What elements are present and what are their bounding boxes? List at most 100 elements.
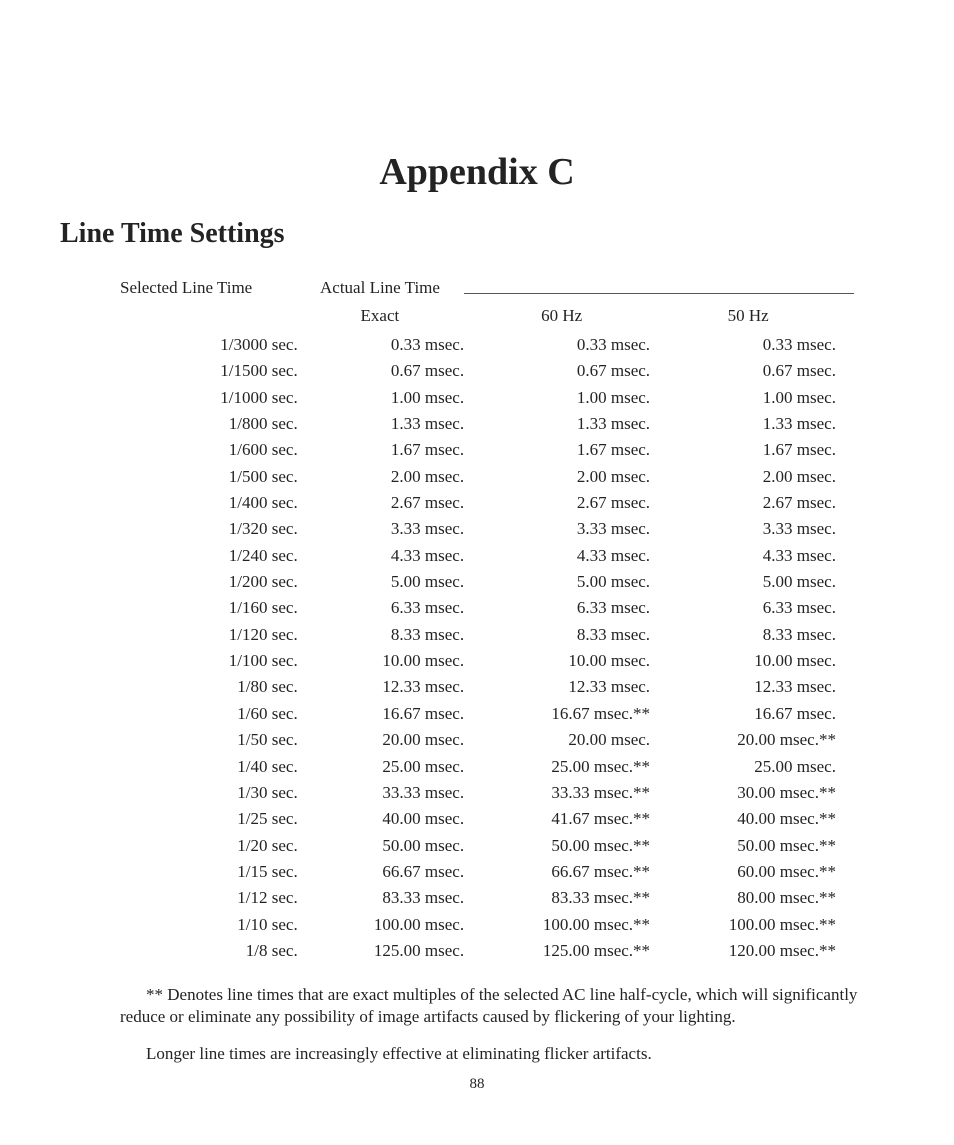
cell-50hz: 5.00 msec. <box>668 569 854 595</box>
cell-exact: 12.33 msec. <box>316 674 482 700</box>
cell-60hz: 33.33 msec.** <box>482 780 668 806</box>
cell-selected: 1/800 sec. <box>120 411 316 437</box>
table-row: 1/500 sec.2.00 msec.2.00 msec.2.00 msec. <box>120 464 854 490</box>
section-title: Line Time Settings <box>60 218 894 250</box>
cell-exact: 2.00 msec. <box>316 464 482 490</box>
cell-selected: 1/1000 sec. <box>120 385 316 411</box>
cell-60hz: 83.33 msec.** <box>482 885 668 911</box>
table-row: 1/600 sec.1.67 msec.1.67 msec.1.67 msec. <box>120 437 854 463</box>
cell-50hz: 0.33 msec. <box>668 332 854 358</box>
cell-60hz: 25.00 msec.** <box>482 754 668 780</box>
cell-exact: 83.33 msec. <box>316 885 482 911</box>
cell-60hz: 0.33 msec. <box>482 332 668 358</box>
cell-50hz: 20.00 msec.** <box>668 727 854 753</box>
cell-60hz: 2.67 msec. <box>482 490 668 516</box>
cell-exact: 2.67 msec. <box>316 490 482 516</box>
cell-60hz: 41.67 msec.** <box>482 806 668 832</box>
cell-60hz: 66.67 msec.** <box>482 859 668 885</box>
cell-selected: 1/400 sec. <box>120 490 316 516</box>
cell-exact: 3.33 msec. <box>316 516 482 542</box>
cell-exact: 10.00 msec. <box>316 648 482 674</box>
cell-selected: 1/600 sec. <box>120 437 316 463</box>
cell-selected: 1/1500 sec. <box>120 358 316 384</box>
table-row: 1/1500 sec.0.67 msec.0.67 msec.0.67 msec… <box>120 358 854 384</box>
cell-50hz: 120.00 msec.** <box>668 938 854 964</box>
cell-exact: 125.00 msec. <box>316 938 482 964</box>
cell-50hz: 1.00 msec. <box>668 385 854 411</box>
cell-50hz: 3.33 msec. <box>668 516 854 542</box>
cell-60hz: 50.00 msec.** <box>482 833 668 859</box>
cell-selected: 1/25 sec. <box>120 806 316 832</box>
table-subheader-row: Exact 60 Hz 50 Hz <box>120 306 854 326</box>
cell-60hz: 4.33 msec. <box>482 543 668 569</box>
cell-50hz: 40.00 msec.** <box>668 806 854 832</box>
cell-60hz: 1.67 msec. <box>482 437 668 463</box>
cell-exact: 50.00 msec. <box>316 833 482 859</box>
cell-exact: 5.00 msec. <box>316 569 482 595</box>
table-row: 1/3000 sec.0.33 msec.0.33 msec.0.33 msec… <box>120 332 854 358</box>
footnote-asterisk: ** Denotes line times that are exact mul… <box>60 984 894 1027</box>
cell-60hz: 1.33 msec. <box>482 411 668 437</box>
cell-selected: 1/12 sec. <box>120 885 316 911</box>
table-row: 1/80 sec.12.33 msec.12.33 msec.12.33 mse… <box>120 674 854 700</box>
cell-exact: 6.33 msec. <box>316 595 482 621</box>
table-row: 1/400 sec.2.67 msec.2.67 msec.2.67 msec. <box>120 490 854 516</box>
cell-selected: 1/50 sec. <box>120 727 316 753</box>
cell-selected: 1/500 sec. <box>120 464 316 490</box>
cell-60hz: 6.33 msec. <box>482 595 668 621</box>
table-row: 1/200 sec.5.00 msec.5.00 msec.5.00 msec. <box>120 569 854 595</box>
cell-exact: 33.33 msec. <box>316 780 482 806</box>
subheader-blank <box>120 306 315 326</box>
cell-selected: 1/160 sec. <box>120 595 316 621</box>
table-row: 1/8 sec.125.00 msec.125.00 msec.**120.00… <box>120 938 854 964</box>
table-row: 1/100 sec.10.00 msec.10.00 msec.10.00 ms… <box>120 648 854 674</box>
subheader-50hz: 50 Hz <box>668 306 854 326</box>
cell-50hz: 60.00 msec.** <box>668 859 854 885</box>
cell-60hz: 12.33 msec. <box>482 674 668 700</box>
cell-60hz: 16.67 msec.** <box>482 701 668 727</box>
document-page: Appendix C Line Time Settings Selected L… <box>0 0 954 1145</box>
table-row: 1/15 sec.66.67 msec.66.67 msec.**60.00 m… <box>120 859 854 885</box>
cell-50hz: 50.00 msec.** <box>668 833 854 859</box>
cell-60hz: 2.00 msec. <box>482 464 668 490</box>
page-number: 88 <box>0 1076 954 1093</box>
cell-50hz: 0.67 msec. <box>668 358 854 384</box>
cell-selected: 1/240 sec. <box>120 543 316 569</box>
cell-exact: 16.67 msec. <box>316 701 482 727</box>
cell-50hz: 4.33 msec. <box>668 543 854 569</box>
cell-exact: 4.33 msec. <box>316 543 482 569</box>
cell-exact: 1.67 msec. <box>316 437 482 463</box>
cell-exact: 100.00 msec. <box>316 912 482 938</box>
cell-60hz: 0.67 msec. <box>482 358 668 384</box>
table-row: 1/120 sec.8.33 msec.8.33 msec.8.33 msec. <box>120 622 854 648</box>
cell-50hz: 10.00 msec. <box>668 648 854 674</box>
cell-selected: 1/80 sec. <box>120 674 316 700</box>
footnote-longer: Longer line times are increasingly effec… <box>60 1044 894 1064</box>
cell-exact: 20.00 msec. <box>316 727 482 753</box>
cell-60hz: 125.00 msec.** <box>482 938 668 964</box>
cell-selected: 1/30 sec. <box>120 780 316 806</box>
cell-50hz: 12.33 msec. <box>668 674 854 700</box>
cell-60hz: 100.00 msec.** <box>482 912 668 938</box>
cell-selected: 1/320 sec. <box>120 516 316 542</box>
cell-50hz: 6.33 msec. <box>668 595 854 621</box>
cell-exact: 40.00 msec. <box>316 806 482 832</box>
table-row: 1/800 sec.1.33 msec.1.33 msec.1.33 msec. <box>120 411 854 437</box>
table-row: 1/240 sec.4.33 msec.4.33 msec.4.33 msec. <box>120 543 854 569</box>
line-time-table: Selected Line Time Actual Line Time Exac… <box>60 278 894 964</box>
cell-selected: 1/40 sec. <box>120 754 316 780</box>
subheader-exact: Exact <box>315 306 482 326</box>
cell-60hz: 5.00 msec. <box>482 569 668 595</box>
cell-50hz: 25.00 msec. <box>668 754 854 780</box>
header-selected: Selected Line Time <box>120 278 320 298</box>
cell-selected: 1/10 sec. <box>120 912 316 938</box>
table-header-row: Selected Line Time Actual Line Time <box>120 278 854 298</box>
cell-60hz: 3.33 msec. <box>482 516 668 542</box>
table-row: 1/12 sec.83.33 msec.83.33 msec.**80.00 m… <box>120 885 854 911</box>
cell-60hz: 10.00 msec. <box>482 648 668 674</box>
cell-selected: 1/60 sec. <box>120 701 316 727</box>
header-rule <box>464 293 854 294</box>
cell-exact: 1.00 msec. <box>316 385 482 411</box>
table-row: 1/40 sec.25.00 msec.25.00 msec.**25.00 m… <box>120 754 854 780</box>
table-row: 1/30 sec.33.33 msec.33.33 msec.**30.00 m… <box>120 780 854 806</box>
